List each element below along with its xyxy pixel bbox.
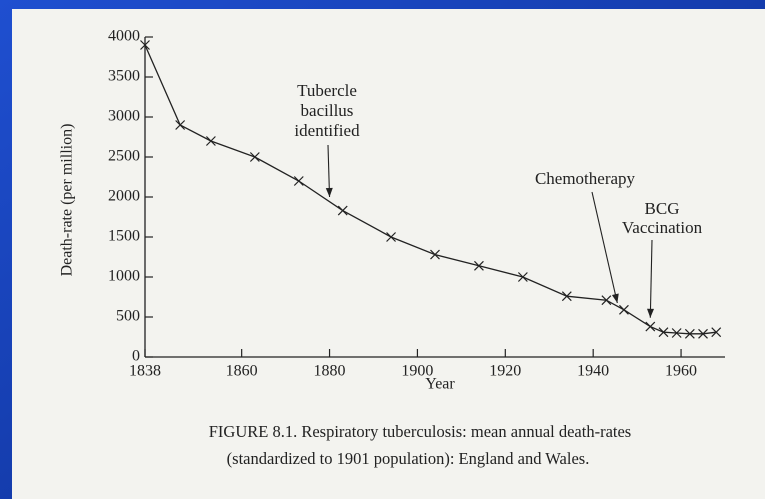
annotation-text: Chemotherapy [535, 169, 636, 188]
y-tick-label: 4000 [108, 28, 140, 45]
y-tick-label: 1000 [108, 268, 140, 285]
x-tick-label: 1860 [226, 363, 258, 380]
data-marker [658, 327, 669, 338]
annotation-text: Tubercle [297, 81, 357, 100]
data-marker [517, 272, 528, 282]
data-marker [671, 328, 682, 338]
data-marker [175, 120, 186, 130]
arrow-head [611, 293, 619, 303]
x-axis-label: Year [425, 376, 455, 393]
data-marker [619, 304, 629, 315]
y-tick-label: 0 [132, 348, 140, 365]
x-tick-label: 1838 [129, 363, 161, 380]
data-marker [561, 291, 572, 302]
annotation-text: identified [294, 121, 360, 140]
data-marker [698, 328, 708, 339]
y-tick-label: 3500 [108, 68, 140, 85]
x-tick-label: 1880 [314, 363, 346, 380]
data-marker [205, 136, 216, 146]
caption: (standardized to 1901 population): Engla… [227, 449, 590, 468]
x-tick-label: 1920 [489, 363, 521, 380]
data-marker [386, 232, 396, 242]
data-marker [249, 152, 260, 162]
annotation-text: bacillus [301, 101, 354, 120]
arrow-head [325, 187, 333, 197]
y-tick-label: 1500 [108, 228, 140, 245]
data-marker [645, 321, 656, 332]
data-marker [337, 205, 348, 216]
x-tick-label: 1900 [401, 363, 433, 380]
y-tick-label: 2500 [108, 148, 140, 165]
x-tick-label: 1940 [577, 363, 609, 380]
x-tick-label: 1960 [665, 363, 697, 380]
caption: FIGURE 8.1. Respiratory tuberculosis: me… [209, 422, 631, 441]
annotation-text: BCG [645, 199, 680, 218]
arrow-head [647, 308, 654, 318]
y-tick-label: 500 [116, 308, 140, 325]
plot: 0 500 1000 1500 2000 2500 3000 3500 4000 1838 1860… [108, 28, 725, 380]
paper [12, 9, 765, 499]
annotation-arrow [649, 239, 653, 318]
y-tick-label: 2000 [108, 188, 140, 205]
data-marker [711, 327, 722, 338]
data-marker [474, 260, 484, 271]
data-marker [601, 295, 612, 306]
annotation-arrow [591, 191, 618, 304]
data-marker [684, 328, 695, 339]
y-tick-label: 3000 [108, 108, 140, 125]
y-axis-label: Death-rate (per million) [59, 124, 76, 277]
data-marker [140, 40, 150, 50]
data-marker [293, 176, 304, 186]
data-marker [430, 249, 440, 260]
annotation-text: Vaccination [622, 218, 703, 237]
